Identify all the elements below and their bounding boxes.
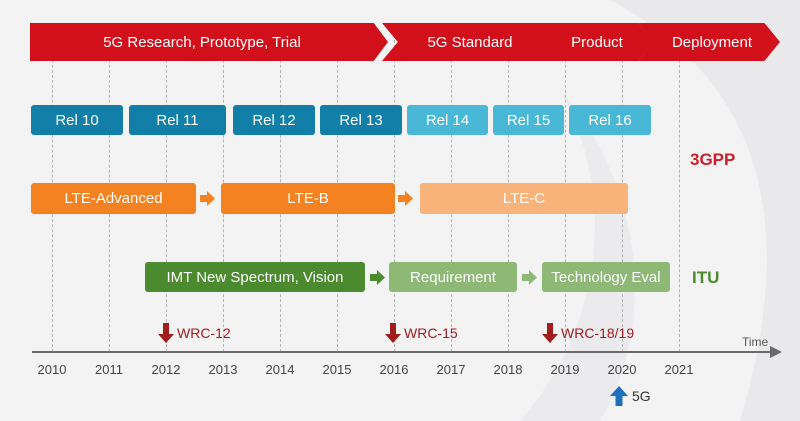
wrc-15-marker: WRC-15 xyxy=(385,323,458,343)
time-axis xyxy=(32,351,772,353)
down-arrow-icon xyxy=(158,323,174,343)
year-label: 2016 xyxy=(379,362,409,377)
lte-c-bar: LTE-C xyxy=(420,183,628,214)
5g-marker: 5G xyxy=(610,386,651,406)
year-label: 2020 xyxy=(607,362,637,377)
label-3gpp: 3GPP xyxy=(690,150,736,169)
wrc-12-marker: WRC-12 xyxy=(158,323,231,343)
itu-technology-eval-bar: Technology Eval xyxy=(542,262,670,292)
wrc-label: WRC-18/19 xyxy=(561,325,635,341)
gridline xyxy=(679,30,680,352)
phase-deployment: Deployment xyxy=(638,23,780,61)
release-rel-11: Rel 11 xyxy=(129,105,226,135)
up-arrow-icon xyxy=(610,386,628,406)
wrc-label: WRC-12 xyxy=(177,325,231,341)
year-label: 2021 xyxy=(664,362,694,377)
year-label: 2013 xyxy=(208,362,238,377)
release-rel-10: Rel 10 xyxy=(31,105,123,135)
year-label: 2018 xyxy=(493,362,523,377)
year-label: 2019 xyxy=(550,362,580,377)
wrc-label: WRC-15 xyxy=(404,325,458,341)
axis-label-time: Time xyxy=(742,335,769,349)
orange-arrow-icon xyxy=(398,191,413,206)
label-itu: ITU xyxy=(692,268,720,287)
phase-standard: 5G Standard xyxy=(382,23,558,61)
release-rel-14: Rel 14 xyxy=(407,105,488,135)
release-rel-13: Rel 13 xyxy=(320,105,402,135)
year-label: 2014 xyxy=(265,362,295,377)
year-label: 2015 xyxy=(322,362,352,377)
down-arrow-icon xyxy=(542,323,558,343)
release-rel-16: Rel 16 xyxy=(569,105,651,135)
green-arrow-icon xyxy=(522,270,537,285)
itu-imt-vision-bar: IMT New Spectrum, Vision xyxy=(145,262,365,292)
year-label: 2017 xyxy=(436,362,466,377)
down-arrow-icon xyxy=(385,323,401,343)
wrc-18-19-marker: WRC-18/19 xyxy=(542,323,634,343)
phase-product: Product xyxy=(540,23,654,61)
green-arrow-icon xyxy=(370,270,385,285)
release-rel-12: Rel 12 xyxy=(233,105,315,135)
lte-advanced-bar: LTE-Advanced xyxy=(31,183,196,214)
5g-label: 5G xyxy=(632,388,651,404)
orange-arrow-icon xyxy=(200,191,215,206)
itu-requirement-bar: Requirement xyxy=(389,262,517,292)
release-rel-15: Rel 15 xyxy=(493,105,564,135)
axis-arrowhead xyxy=(770,346,782,358)
year-label: 2010 xyxy=(37,362,67,377)
lte-b-bar: LTE-B xyxy=(221,183,395,214)
year-label: 2012 xyxy=(151,362,181,377)
phase-research: 5G Research, Prototype, Trial xyxy=(30,23,388,61)
year-label: 2011 xyxy=(95,362,123,377)
